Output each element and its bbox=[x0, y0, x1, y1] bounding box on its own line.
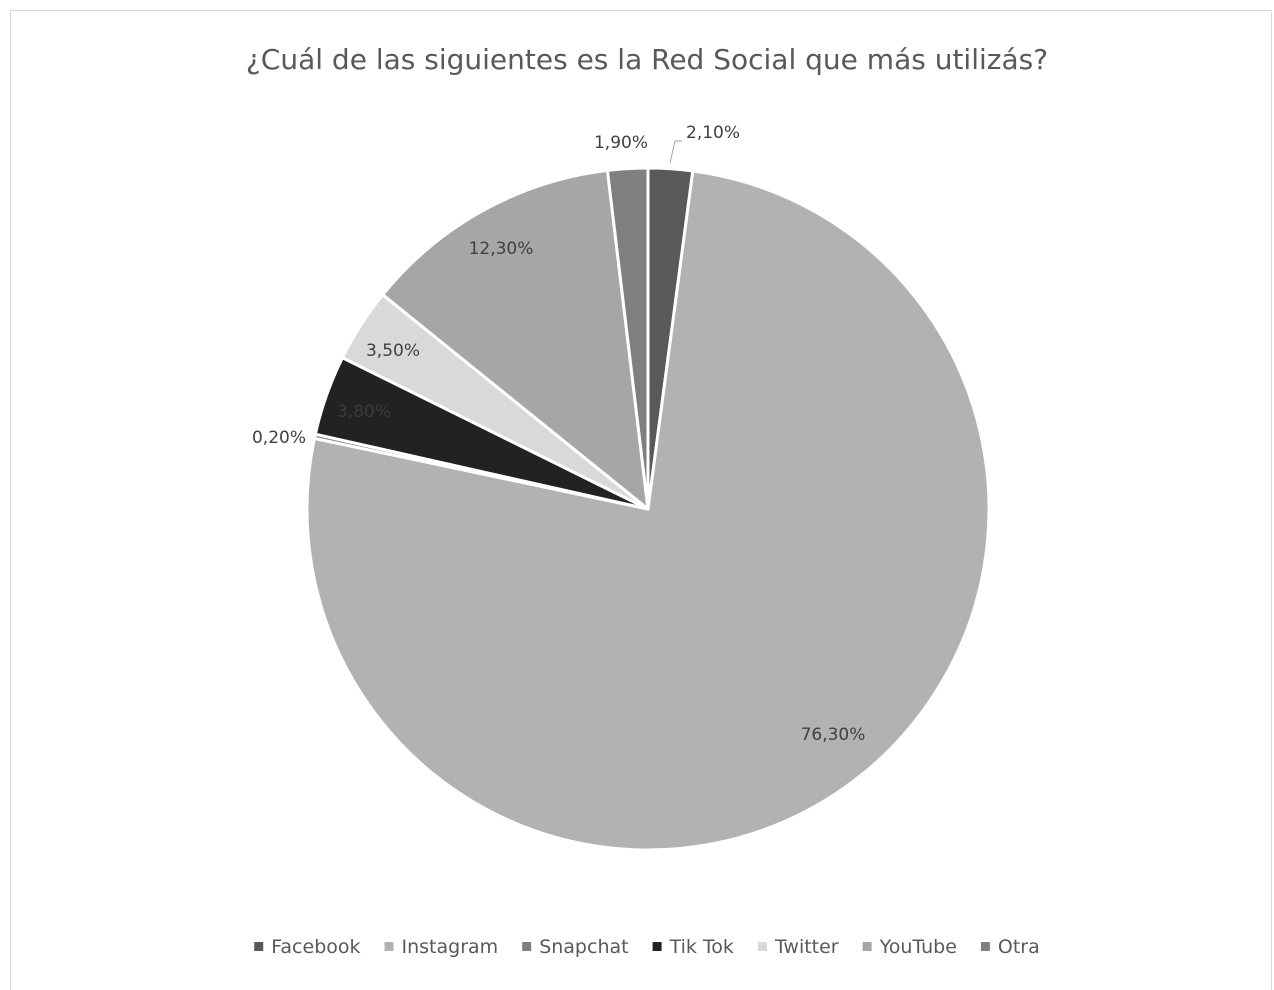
legend-item-instagram: Instagram bbox=[384, 936, 499, 958]
legend-label: YouTube bbox=[879, 936, 957, 958]
legend-item-twitter: Twitter bbox=[757, 936, 839, 958]
pie-slice-otra bbox=[605, 166, 650, 511]
legend-label: Facebook bbox=[271, 936, 360, 958]
legend-swatch bbox=[980, 942, 990, 951]
data-label-facebook: 2,10% bbox=[686, 123, 740, 143]
chart-area: ¿Cuál de las siguientes es la Red Social… bbox=[10, 10, 1272, 990]
pie-chart: ¿Cuál de las siguientes es la Red Social… bbox=[246, 43, 1048, 958]
pie-slice-youtube bbox=[381, 168, 650, 511]
legend-swatch bbox=[757, 942, 767, 951]
legend-label: Snapchat bbox=[539, 936, 628, 958]
data-label-tik-tok: 3,80% bbox=[337, 402, 391, 422]
legend-swatch bbox=[254, 942, 264, 951]
leader-line bbox=[669, 140, 682, 164]
legend-swatch bbox=[384, 942, 394, 951]
data-label-otra: 1,90% bbox=[594, 133, 648, 153]
data-label-youtube: 12,30% bbox=[469, 239, 534, 259]
legend-swatch bbox=[522, 942, 532, 951]
data-label-snapchat: 0,20% bbox=[252, 428, 306, 448]
legend: Facebook Instagram Snapchat Tik Tok Twitter Y… bbox=[254, 936, 1040, 958]
legend-swatch bbox=[652, 942, 662, 951]
legend-item-facebook: Facebook bbox=[254, 936, 361, 958]
legend-item-tik-tok: Tik Tok bbox=[652, 936, 734, 958]
legend-item-otra: Otra bbox=[980, 936, 1040, 958]
pie-slices bbox=[305, 166, 991, 852]
legend-label: Otra bbox=[998, 936, 1040, 958]
data-label-twitter: 3,50% bbox=[366, 341, 420, 361]
data-labels: 2,10% 76,30% 0,20% 3,80% 3,50% 12,30% 1,90% bbox=[252, 123, 865, 745]
legend-label: Tik Tok bbox=[669, 936, 734, 958]
legend-swatch bbox=[862, 942, 872, 951]
data-label-instagram: 76,30% bbox=[801, 725, 866, 745]
chart-title: ¿Cuál de las siguientes es la Red Social… bbox=[246, 43, 1048, 76]
legend-item-snapchat: Snapchat bbox=[522, 936, 629, 958]
legend-label: Twitter bbox=[774, 936, 839, 958]
legend-item-youtube: YouTube bbox=[862, 936, 957, 958]
legend-label: Instagram bbox=[402, 936, 499, 958]
